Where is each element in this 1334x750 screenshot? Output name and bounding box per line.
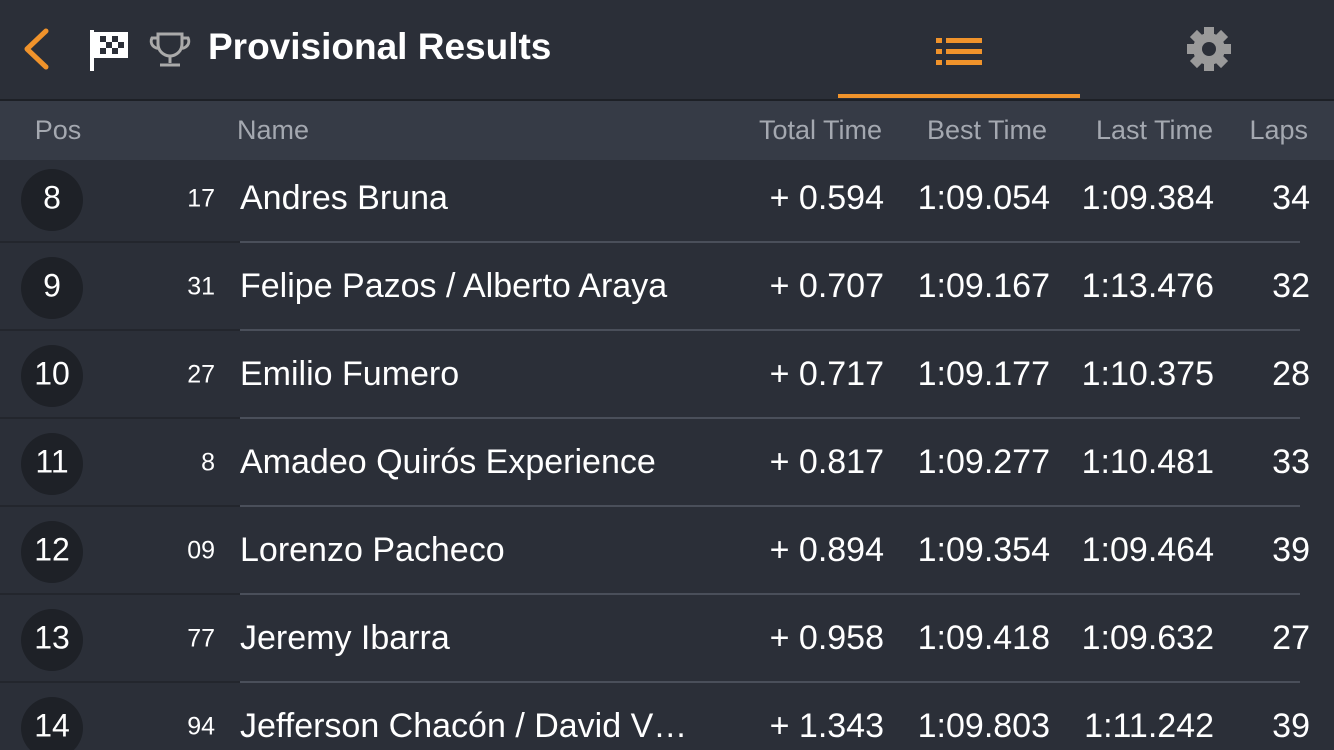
cell: + 0.707: [770, 267, 884, 305]
row-separator-left: [0, 681, 240, 683]
column-header: Pos: [35, 115, 82, 145]
divider: [0, 99, 1334, 101]
position-badge: [21, 521, 83, 583]
row-separator-left: [0, 505, 240, 507]
row-separator-left: [0, 329, 240, 331]
car-number: 94: [187, 713, 215, 741]
position: 9: [43, 267, 61, 303]
cell: 27: [1272, 619, 1310, 657]
row-separator: [240, 417, 1300, 419]
car-number: 31: [187, 273, 215, 301]
cell: + 1.343: [770, 707, 884, 745]
trophy-icon: [149, 32, 191, 67]
row-separator: [240, 681, 1300, 683]
position: 11: [35, 443, 68, 479]
cell: 1:09.418: [918, 619, 1050, 657]
row-separator-left: [0, 593, 240, 595]
cell: + 0.894: [770, 531, 884, 569]
cell: 1:10.375: [1082, 355, 1214, 393]
cell: 1:09.167: [918, 267, 1050, 305]
cell: 1:09.464: [1082, 531, 1214, 569]
position-badge: [21, 169, 83, 231]
car-number: 8: [201, 449, 215, 477]
cell: 32: [1272, 267, 1310, 305]
row-separator-left: [0, 417, 240, 419]
cell: 1:09.054: [918, 179, 1050, 217]
cell: 1:09.632: [1082, 619, 1214, 657]
position-badge: [21, 345, 83, 407]
column-header: Total Time: [759, 115, 882, 145]
cell: 34: [1272, 179, 1310, 217]
car-number: 27: [187, 361, 215, 389]
column-header: Name: [237, 115, 309, 145]
top-bar: [0, 0, 1334, 99]
cell: + 0.958: [770, 619, 884, 657]
column-header: Best Time: [927, 115, 1047, 145]
car-number: 09: [187, 537, 215, 565]
results-table: Pos Name Total Time Best Time Last Time Laps 8…: [0, 115, 1310, 750]
position-badge: [21, 433, 83, 495]
cell: Lorenzo Pacheco: [240, 531, 505, 569]
cell: 39: [1272, 531, 1310, 569]
row-separator: [240, 593, 1300, 595]
column-header: Last Time: [1096, 115, 1213, 145]
cell: 39: [1272, 707, 1310, 745]
list-tab[interactable]: [838, 38, 1080, 98]
position-badge: [21, 697, 83, 750]
car-number: 17: [187, 185, 215, 213]
cell: Jefferson Chacón / David V…: [240, 707, 687, 745]
cell: 1:09.177: [918, 355, 1050, 393]
cell: Andres Bruna: [240, 179, 448, 217]
cell: 33: [1272, 443, 1310, 481]
cell: + 0.717: [770, 355, 884, 393]
cell: Emilio Fumero: [240, 355, 459, 393]
car-number: 77: [187, 625, 215, 653]
cell: Amadeo Quirós Experience: [240, 443, 656, 481]
cell: Jeremy Ibarra: [240, 619, 450, 657]
row-separator: [240, 241, 1300, 243]
tab-underline: [838, 94, 1080, 98]
position-badge: [21, 257, 83, 319]
position: 8: [43, 179, 61, 215]
flag-icon: [90, 30, 128, 71]
settings-tab[interactable]: [1187, 27, 1231, 71]
row-separator-left: [0, 241, 240, 243]
cell: + 0.594: [770, 179, 884, 217]
position: 13: [34, 619, 70, 655]
row-separator: [240, 329, 1300, 331]
position: 14: [34, 707, 70, 743]
cell: 1:13.476: [1082, 267, 1214, 305]
back-button[interactable]: [24, 28, 49, 70]
column-header-row: [0, 101, 1334, 160]
cell: 1:09.384: [1082, 179, 1214, 217]
column-header: Laps: [1249, 115, 1308, 145]
cell: 1:11.242: [1084, 707, 1214, 745]
cell: 1:09.354: [918, 531, 1050, 569]
cell: 1:09.277: [918, 443, 1050, 481]
cell: 1:09.803: [918, 707, 1050, 745]
cell: + 0.817: [770, 443, 884, 481]
page-title: Provisional Results: [208, 26, 551, 67]
position: 10: [34, 355, 70, 391]
cell: 1:10.481: [1082, 443, 1214, 481]
cell: Felipe Pazos / Alberto Araya: [240, 267, 667, 305]
cell: 28: [1272, 355, 1310, 393]
row-separator: [240, 505, 1300, 507]
position-badge: [21, 609, 83, 671]
back-chevron[interactable]: [24, 28, 49, 70]
position: 12: [34, 531, 70, 567]
